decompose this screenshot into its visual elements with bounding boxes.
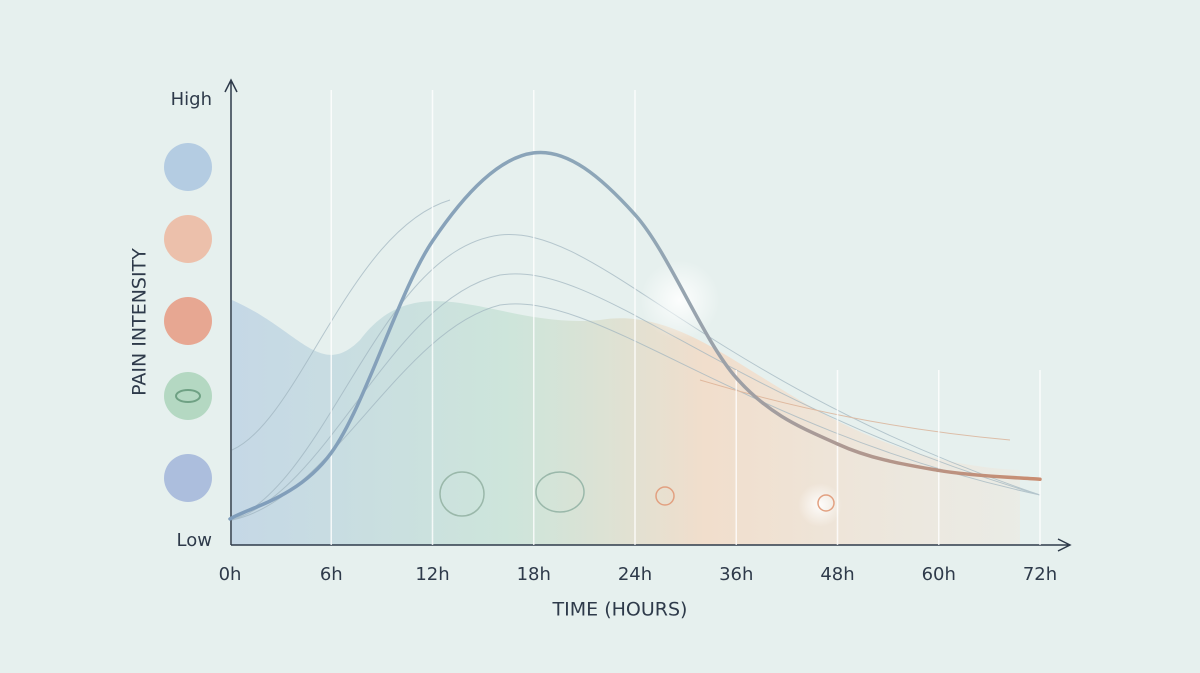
y-tick-label: High xyxy=(171,89,212,110)
glow xyxy=(640,260,720,340)
x-tick-label: 24h xyxy=(618,564,652,585)
x-tick-label: 0h xyxy=(219,564,242,585)
x-tick-label: 72h xyxy=(1023,564,1057,585)
axes xyxy=(224,78,1072,552)
line xyxy=(228,150,1042,521)
side-icons xyxy=(164,143,212,502)
y-tick-label: Low xyxy=(177,530,212,551)
glow xyxy=(798,483,842,527)
x-tick-label: 48h xyxy=(820,564,854,585)
x-tick-label: 6h xyxy=(320,564,343,585)
x-tick-label: 36h xyxy=(719,564,753,585)
x-tick-label: 60h xyxy=(922,564,956,585)
stage-icons xyxy=(439,471,835,517)
x-tick-label: 12h xyxy=(415,564,449,585)
x-tick-label: 18h xyxy=(517,564,551,585)
y-axis-title: PAIN INTENSITY xyxy=(129,248,151,396)
x-axis-title: TIME (HOURS) xyxy=(552,599,688,621)
